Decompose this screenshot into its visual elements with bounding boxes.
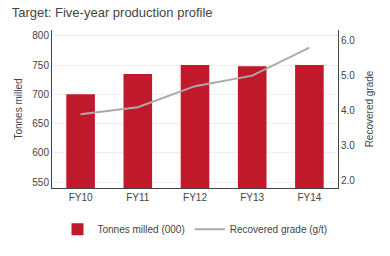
svg-text:550: 550 — [32, 177, 49, 188]
svg-text:4.0: 4.0 — [341, 105, 355, 116]
svg-text:Target: Five-year production p: Target: Five-year production profile — [12, 5, 213, 20]
svg-text:800: 800 — [32, 30, 49, 41]
svg-text:3.0: 3.0 — [341, 140, 355, 151]
svg-text:FY14: FY14 — [297, 192, 321, 203]
svg-text:FY13: FY13 — [240, 192, 264, 203]
svg-text:Tonnes milled: Tonnes milled — [13, 78, 24, 139]
svg-text:2.0: 2.0 — [341, 175, 355, 186]
svg-text:Tonnes milled (000): Tonnes milled (000) — [98, 224, 185, 235]
svg-text:650: 650 — [32, 118, 49, 129]
svg-text:750: 750 — [32, 60, 49, 71]
svg-text:6.0: 6.0 — [341, 35, 355, 46]
svg-text:FY10: FY10 — [69, 192, 93, 203]
svg-text:FY11: FY11 — [126, 192, 150, 203]
svg-text:FY12: FY12 — [183, 192, 207, 203]
svg-text:700: 700 — [32, 89, 49, 100]
svg-text:Recovered grade (g/t): Recovered grade (g/t) — [230, 224, 327, 235]
svg-text:Recovered grade: Recovered grade — [364, 70, 375, 147]
svg-text:600: 600 — [32, 147, 49, 158]
svg-text:5.0: 5.0 — [341, 70, 355, 81]
